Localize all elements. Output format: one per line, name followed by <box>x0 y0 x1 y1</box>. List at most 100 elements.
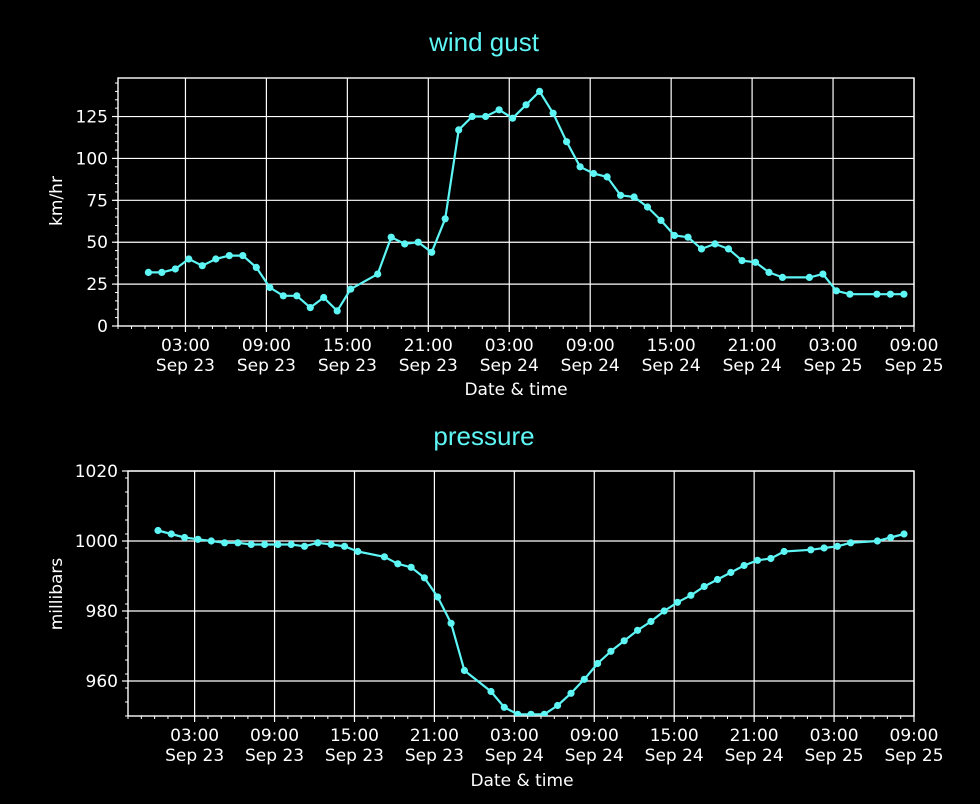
wind-gust-data-point <box>832 287 841 295</box>
pressure-data-point <box>567 689 575 697</box>
pressure-data-point <box>554 701 562 710</box>
pressure-data-point <box>221 539 229 547</box>
wind-gust-data-point <box>617 191 625 199</box>
wind-gust-data-point <box>684 233 692 241</box>
wind-gust-data-point <box>819 270 827 278</box>
wind-gust-xtick-date: Sep 24 <box>723 356 782 376</box>
wind-gust-data-point <box>576 163 584 171</box>
wind-gust-xtick-date: Sep 23 <box>156 356 215 376</box>
pressure-xtick-date: Sep 23 <box>325 746 384 766</box>
wind-gust-data-point <box>873 290 881 298</box>
wind-gust-data-point <box>765 268 773 276</box>
wind-gust-data-point <box>711 240 719 248</box>
pressure-data-point <box>887 533 895 542</box>
pressure-data-point <box>847 539 855 547</box>
pressure-data-point <box>327 540 335 549</box>
wind-gust-data-point <box>590 169 598 178</box>
wind-gust-data-point <box>724 245 733 253</box>
wind-gust-data-point <box>630 193 638 201</box>
wind-gust-data-point <box>805 273 814 281</box>
wind-gust-ytick-label: 25 <box>86 275 108 295</box>
pressure-xtick-time: 09:00 <box>570 726 619 746</box>
pressure-ylabel: millibars <box>47 558 67 631</box>
wind-gust-data-point <box>198 262 206 270</box>
pressure-xtick-date: Sep 23 <box>405 746 464 766</box>
pressure-data-point <box>514 710 522 716</box>
pressure-data-point <box>500 703 508 711</box>
pressure-data-point <box>340 542 349 550</box>
wind-gust-data-point <box>886 290 895 298</box>
wind-gust-ytick-label: 75 <box>86 191 108 211</box>
pressure-data-point <box>580 675 588 683</box>
wind-gust-data-point <box>158 268 166 276</box>
wind-gust-data-point <box>482 112 490 121</box>
wind-gust-data-point <box>778 273 787 281</box>
pressure-data-point <box>820 544 828 552</box>
wind-gust-xtick-time: 21:00 <box>404 336 453 356</box>
wind-gust-xtick-date: Sep 24 <box>642 356 701 376</box>
wind-gust-xtick-time: 09:00 <box>566 336 615 356</box>
pressure-data-point <box>673 598 682 606</box>
pressure-ytick-label: 980 <box>86 602 118 622</box>
wind-gust-data-point <box>414 238 422 246</box>
pressure-data-point <box>434 593 442 601</box>
pressure-xtick-time: 15:00 <box>650 726 699 746</box>
pressure-data-point <box>247 540 255 549</box>
pressure-plot-frame <box>127 470 915 717</box>
wind-gust-data-point <box>522 101 530 109</box>
wind-gust-data-point <box>320 293 328 302</box>
pressure-xtick-date: Sep 25 <box>884 746 943 766</box>
wind-gust-data-point <box>252 263 260 271</box>
pressure-data-point <box>540 710 548 716</box>
pressure-xtick-date: Sep 24 <box>565 746 624 766</box>
wind-gust-data-point <box>306 304 314 312</box>
wind-gust-data-point <box>279 292 287 300</box>
wind-gust-ylabel: km/hr <box>47 176 67 226</box>
pressure-xtick-time: 03:00 <box>810 726 859 746</box>
pressure-xtick-date: Sep 24 <box>725 746 784 766</box>
wind-gust-xtick-time: 03:00 <box>809 336 858 356</box>
pressure-data-point <box>607 647 615 655</box>
pressure-data-point <box>660 607 668 615</box>
wind-gust-data-point <box>387 233 395 241</box>
pressure-data-point <box>394 560 402 568</box>
pressure-data-point <box>700 582 708 591</box>
pressure-data-point <box>647 617 655 626</box>
wind-gust-data-point <box>643 203 652 211</box>
pressure-data-point <box>767 554 775 563</box>
pressure-xtick-time: 15:00 <box>330 726 379 746</box>
wind-gust-xtick-time: 09:00 <box>890 336 939 356</box>
wind-gust-xtick-time: 21:00 <box>728 336 777 356</box>
pressure-data-point <box>234 539 242 547</box>
pressure-data-point <box>447 619 455 627</box>
pressure-xtick-time: 21:00 <box>730 726 779 746</box>
pressure-data-point <box>460 666 468 675</box>
wind-gust-data-point <box>738 257 746 265</box>
wind-gust-xlabel: Date & time <box>464 380 567 400</box>
wind-gust-data-point <box>333 307 341 315</box>
pressure-ytick-label: 1020 <box>75 462 118 482</box>
wind-gust-xtick-date: Sep 24 <box>561 356 620 376</box>
wind-gust-plot-frame <box>117 77 915 327</box>
pressure-data-point <box>487 687 495 696</box>
pressure-xtick-date: Sep 23 <box>245 746 304 766</box>
pressure-series-line <box>157 529 905 716</box>
wind-gust-data-point <box>225 252 233 260</box>
pressure-data-point <box>287 540 295 549</box>
wind-gust-data-point <box>508 114 517 122</box>
pressure-data-point <box>420 574 428 582</box>
wind-gust-data-point <box>374 270 382 278</box>
pressure-data-point <box>833 542 842 550</box>
wind-gust-data-point <box>144 268 152 276</box>
pressure-data-point <box>207 537 215 545</box>
pressure-xtick-time: 03:00 <box>170 726 219 746</box>
pressure-chart-title: pressure <box>433 421 534 451</box>
pressure-data-point <box>687 591 695 599</box>
pressure-data-point <box>620 637 628 645</box>
pressure-data-point <box>713 575 722 584</box>
wind-gust-xtick-time: 03:00 <box>161 336 210 356</box>
wind-gust-series-group <box>144 87 908 315</box>
wind-gust-data-point <box>495 106 503 114</box>
wind-gust-data-point <box>212 255 220 263</box>
